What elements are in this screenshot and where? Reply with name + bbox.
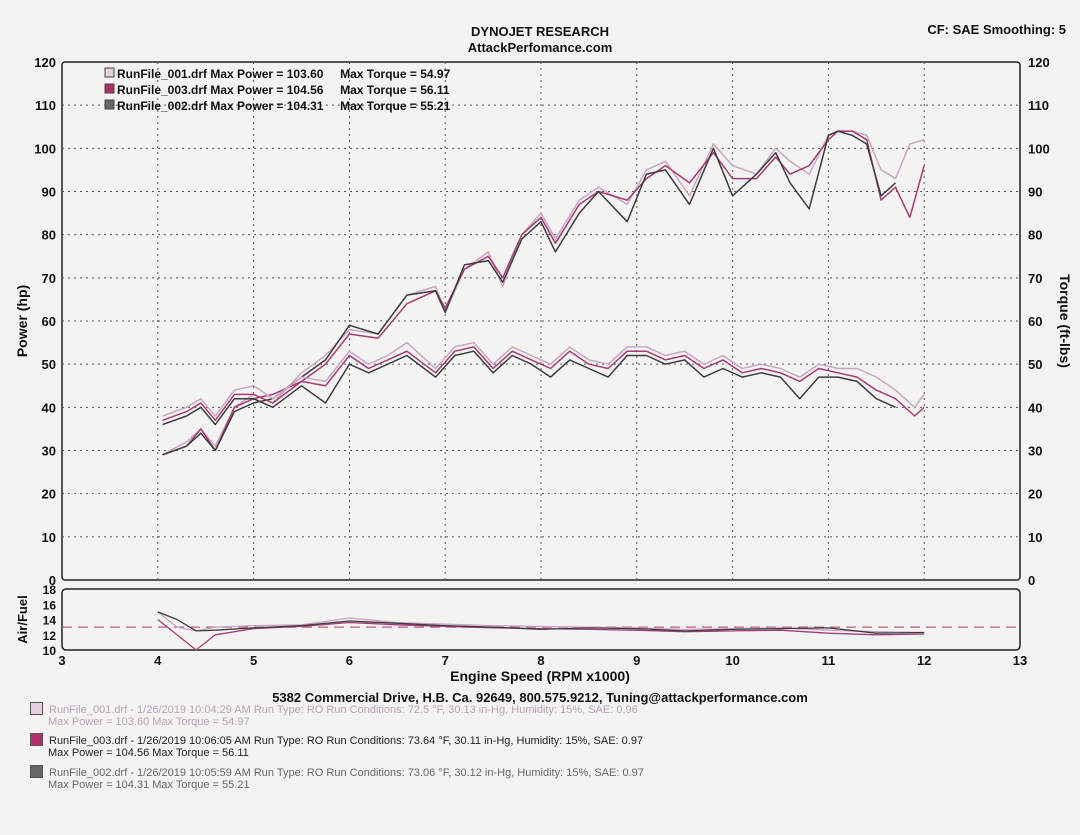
run-002-maxima: Max Power = 104.31 Max Torque = 55.21 <box>48 779 250 791</box>
correction-settings: CF: SAE Smoothing: 5 <box>927 22 1066 37</box>
y-tick-label: 110 <box>35 98 56 113</box>
x-tick-label: 7 <box>442 653 449 668</box>
run-003-details: RunFile_003.drf - 1/26/2019 10:06:05 AM … <box>49 735 644 747</box>
x-axis-label: Engine Speed (RPM x1000) <box>450 668 630 684</box>
y2-tick-label: 30 <box>1028 444 1042 459</box>
legend-swatch <box>104 67 115 78</box>
x-tick-label: 3 <box>58 653 65 668</box>
af-axis-label: Air/Fuel <box>15 595 30 643</box>
y2-tick-label: 90 <box>1028 185 1042 200</box>
x-tick-label: 12 <box>917 653 931 668</box>
y-tick-label: 90 <box>42 185 56 200</box>
y-tick-label: 120 <box>34 55 56 70</box>
y2-tick-label: 40 <box>1028 400 1042 415</box>
af-series-line <box>157 611 925 634</box>
af-tick-label: 18 <box>43 583 57 597</box>
run-info-002: RunFile_002.drf - 1/26/2019 10:05:59 AM … <box>30 765 1070 791</box>
y2-tick-label: 0 <box>1028 573 1035 588</box>
y2-tick-label: 10 <box>1028 530 1042 545</box>
y-tick-label: 0 <box>49 573 56 588</box>
x-tick-label: 5 <box>250 653 257 668</box>
airfuel-plot-frame <box>61 588 1021 651</box>
run-info-001: RunFile_001.drf - 1/26/2019 10:04:29 AM … <box>30 702 1070 728</box>
x-tick-label: 11 <box>822 653 836 668</box>
run-002-details: RunFile_002.drf - 1/26/2019 10:05:59 AM … <box>49 767 644 779</box>
x-tick-label: 8 <box>537 653 544 668</box>
y-tick-label: 20 <box>42 487 56 502</box>
run-003-maxima: Max Power = 104.56 Max Torque = 56.11 <box>48 747 249 759</box>
series-line <box>162 130 925 456</box>
y-tick-label: 50 <box>42 357 56 372</box>
run-001-swatch <box>30 702 43 715</box>
run-001-maxima: Max Power = 103.60 Max Torque = 54.97 <box>48 716 250 728</box>
af-series-line <box>157 618 925 651</box>
legend-swatch <box>104 83 115 94</box>
af-series-line <box>157 611 925 634</box>
dyno-header-subtitle: AttackPerfomance.com <box>467 40 613 55</box>
legend-entry: RunFile_003.drf Max Power = 104.56 Max T… <box>117 83 450 97</box>
x-tick-label: 10 <box>725 653 739 668</box>
legend-entry: RunFile_001.drf Max Power = 103.60 Max T… <box>117 67 451 81</box>
af-tick-label: 16 <box>43 598 57 612</box>
y-axis-label: Power (hp) <box>14 285 30 357</box>
y2-tick-label: 110 <box>1028 98 1049 113</box>
run-info-003: RunFile_003.drf - 1/26/2019 10:06:05 AM … <box>30 733 1070 759</box>
run-001-details: RunFile_001.drf - 1/26/2019 10:04:29 AM … <box>49 704 638 716</box>
x-tick-label: 13 <box>1013 653 1027 668</box>
series-line <box>162 130 925 456</box>
x-tick-label: 6 <box>346 653 353 668</box>
y2-tick-label: 120 <box>1028 55 1050 70</box>
y-tick-label: 60 <box>42 314 56 329</box>
y2-tick-label: 100 <box>1028 141 1050 156</box>
y-tick-label: 10 <box>42 530 56 545</box>
y-tick-label: 100 <box>34 141 56 156</box>
y2-tick-label: 70 <box>1028 271 1042 286</box>
af-tick-label: 14 <box>43 614 57 628</box>
legend-entry: RunFile_002.drf Max Power = 104.31 Max T… <box>117 99 451 113</box>
series-line <box>162 341 925 417</box>
y2-axis-label: Torque (ft-lbs) <box>1057 274 1073 368</box>
series-line <box>162 350 896 426</box>
shop-address: 5382 Commercial Drive, H.B. Ca. 92649, 8… <box>272 690 808 705</box>
legend-swatch <box>104 99 115 110</box>
x-tick-label: 4 <box>154 653 162 668</box>
y2-tick-label: 80 <box>1028 228 1042 243</box>
y-tick-label: 40 <box>42 400 56 415</box>
af-tick-label: 12 <box>43 629 57 643</box>
y-tick-label: 70 <box>42 271 56 286</box>
y2-tick-label: 50 <box>1028 357 1042 372</box>
dyno-header-title: DYNOJET RESEARCH <box>471 24 609 39</box>
series-line <box>162 346 925 422</box>
x-tick-label: 9 <box>633 653 640 668</box>
y-tick-label: 80 <box>42 228 56 243</box>
series-line <box>162 130 897 456</box>
y-tick-label: 30 <box>42 444 56 459</box>
y2-tick-label: 60 <box>1028 314 1042 329</box>
run-002-swatch <box>30 765 43 778</box>
run-003-swatch <box>30 733 43 746</box>
y2-tick-label: 20 <box>1028 487 1042 502</box>
af-tick-label: 10 <box>43 644 57 658</box>
